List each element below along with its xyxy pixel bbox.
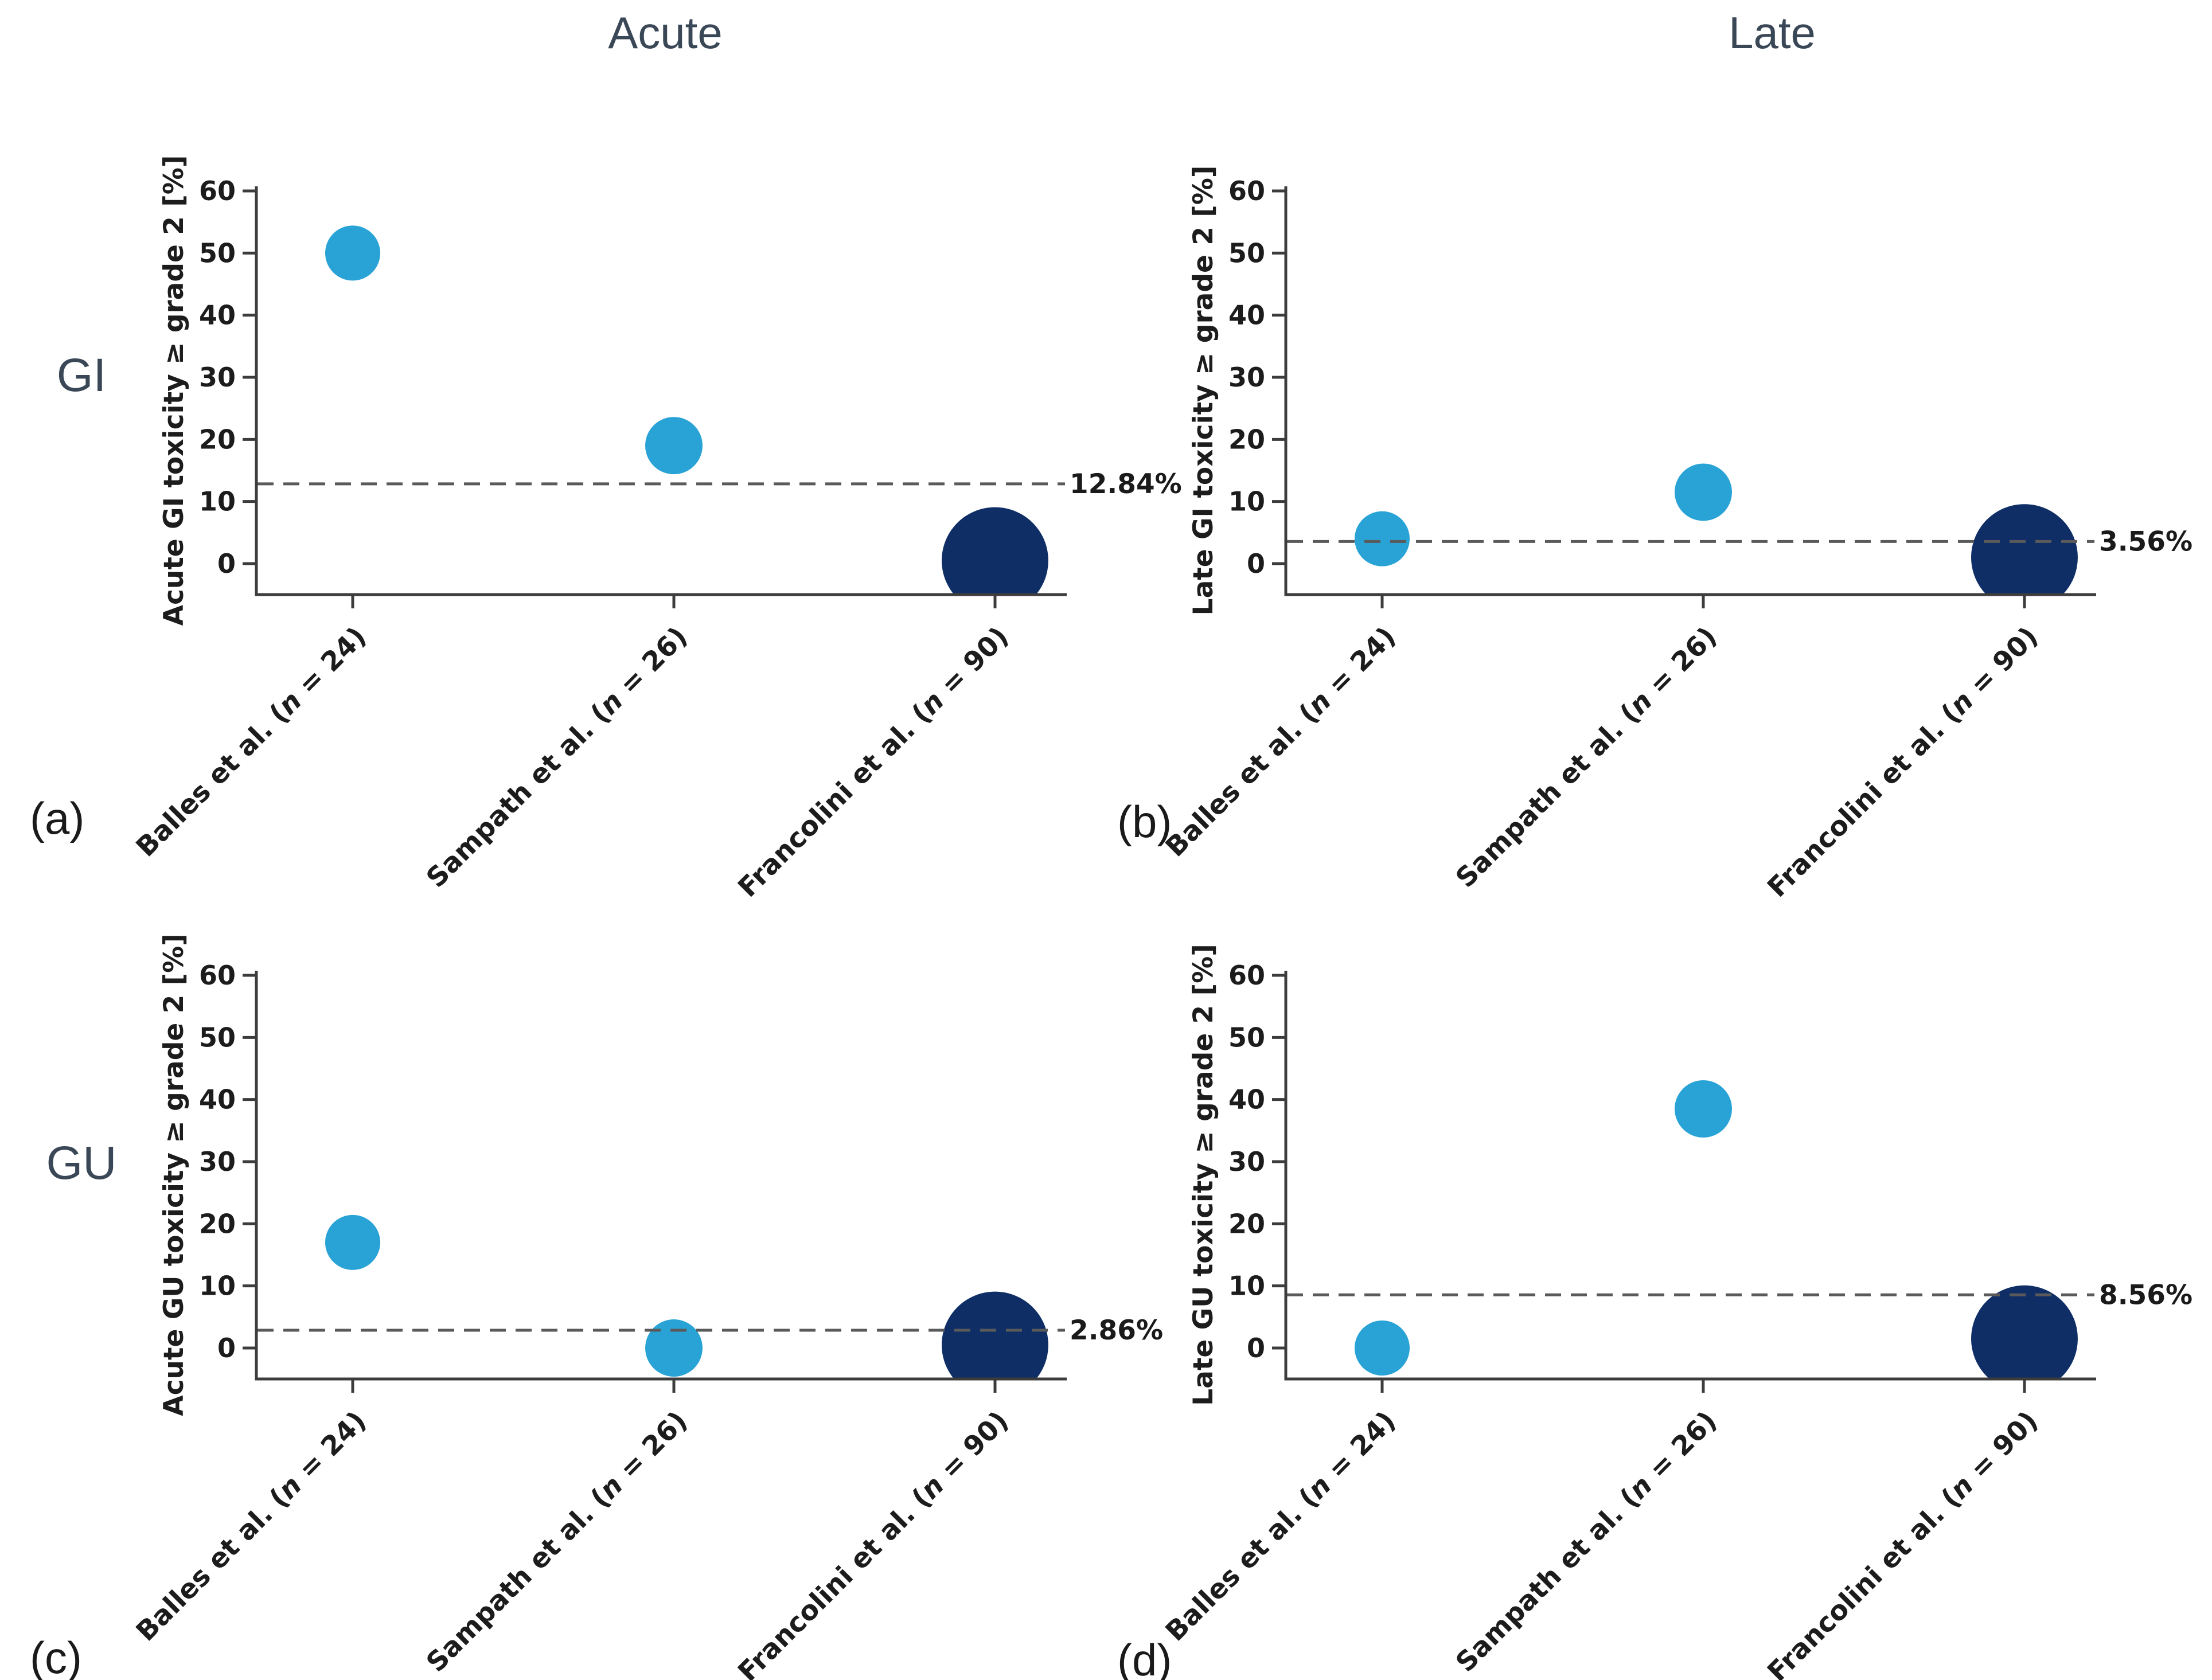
axis-spines [1284, 971, 2096, 1381]
panel-letter-c: (c) [30, 1632, 82, 1680]
panel-d: 8.56% 0 10 20 30 40 50 60 Late GU toxicity ≥ gra… [1160, 944, 2193, 1680]
y-tick-label: 20 [199, 424, 236, 455]
y-tick-label: 0 [217, 548, 236, 579]
y-tick-label: 50 [199, 237, 236, 268]
threshold-label: 3.56% [2099, 526, 2193, 557]
panel-letter-a: (a) [30, 793, 85, 843]
y-tick-label: 60 [1228, 175, 1265, 206]
y-tick-label: 30 [199, 362, 236, 393]
axis-spines [255, 186, 1067, 596]
bubble-francolini-et-al [942, 507, 1048, 595]
panel-a: 12.84% 0 10 20 30 40 50 60 Acute GI toxicity ≥ g… [130, 155, 1182, 904]
y-tick-label: 40 [199, 300, 236, 331]
y-tick-label: 60 [1228, 960, 1265, 991]
x-tick-label-balles-et-al: Balles et al. (n = 24) [130, 1405, 373, 1648]
y-tick-label: 10 [1228, 1271, 1265, 1302]
bubble-francolini-et-al [1971, 504, 2078, 595]
y-tick-label: 20 [1228, 1208, 1265, 1239]
y-axis-label: Acute GU toxicity ≥ grade 2 [%] [158, 933, 190, 1416]
y-tick-label: 0 [1247, 1333, 1265, 1363]
bubble-balles-et-al [325, 1214, 381, 1270]
bubble-layer [325, 225, 1048, 595]
axis-spines [1284, 186, 2096, 596]
y-tick-label: 10 [199, 486, 236, 517]
panel-letter-b: (b) [1117, 796, 1172, 847]
bubble-sampath-et-al [1675, 463, 1732, 521]
y-tick-label: 0 [1247, 548, 1265, 579]
bubble-layer [1354, 1080, 2078, 1379]
y-tick-label: 50 [199, 1022, 236, 1053]
x-tick-label-sampath-et-al: Sampath et al. (n = 26) [1450, 621, 1723, 894]
bubble-layer [325, 1214, 1048, 1379]
x-tick-label-sampath-et-al: Sampath et al. (n = 26) [420, 621, 694, 894]
panel-c: 2.86% 0 10 20 30 40 50 60 Acute GU toxicity ≥ gr… [130, 933, 1163, 1680]
y-tick-label: 40 [199, 1084, 236, 1115]
x-tick-label-sampath-et-al: Sampath et al. (n = 26) [420, 1405, 694, 1679]
threshold-label: 2.86% [1070, 1315, 1163, 1346]
bubble-sampath-et-al [1675, 1080, 1732, 1138]
panel-letter-d: (d) [1117, 1635, 1172, 1680]
y-tick-label: 30 [199, 1146, 236, 1177]
y-axis-label: Acute GI toxicity ≥ grade 2 [%] [158, 155, 190, 626]
threshold-label: 8.56% [2099, 1279, 2193, 1311]
y-axis-label: Late GI toxicity ≥ grade 2 [%] [1188, 166, 1219, 616]
y-tick-label: 60 [199, 175, 236, 206]
y-tick-label: 40 [1228, 300, 1265, 331]
x-tick-label-balles-et-al: Balles et al. (n = 24) [130, 621, 373, 864]
bubble-balles-et-al [325, 225, 381, 281]
column-title-acute: Acute [608, 7, 723, 58]
y-tick-label: 30 [1228, 1146, 1265, 1177]
bubble-balles-et-al [1354, 511, 1410, 566]
bubble-francolini-et-al [1971, 1285, 2078, 1379]
panel-b: 3.56% 0 10 20 30 40 50 60 Late GI toxicity ≥ gra… [1160, 166, 2193, 904]
y-tick-label: 0 [217, 1333, 236, 1363]
y-tick-label: 10 [1228, 486, 1265, 517]
y-tick-label: 10 [199, 1271, 236, 1302]
bubble-layer [1354, 463, 2078, 595]
row-label-gu: GU [46, 1137, 117, 1189]
y-tick-label: 50 [1228, 237, 1265, 268]
x-tick-label-francolini-et-al: Francolini et al. (n = 90) [732, 621, 1015, 904]
x-tick-label-francolini-et-al: Francolini et al. (n = 90) [1761, 621, 2044, 904]
x-tick-label-francolini-et-al: Francolini et al. (n = 90) [732, 1405, 1015, 1680]
y-tick-label: 60 [199, 960, 236, 991]
bubble-sampath-et-al [645, 1319, 703, 1377]
y-tick-label: 50 [1228, 1022, 1265, 1053]
bubble-sampath-et-al [645, 417, 703, 475]
row-label-gi: GI [56, 349, 107, 401]
y-tick-label: 20 [1228, 424, 1265, 455]
column-title-late: Late [1729, 7, 1816, 58]
bubble-francolini-et-al [942, 1291, 1048, 1379]
x-tick-label-francolini-et-al: Francolini et al. (n = 90) [1761, 1405, 2044, 1680]
threshold-label: 12.84% [1070, 468, 1182, 500]
x-tick-label-balles-et-al: Balles et al. (n = 24) [1160, 621, 1402, 864]
x-tick-label-balles-et-al: Balles et al. (n = 24) [1160, 1405, 1402, 1648]
y-tick-label: 40 [1228, 1084, 1265, 1115]
axis-spines [255, 971, 1067, 1381]
y-axis-label: Late GU toxicity ≥ grade 2 [%] [1188, 944, 1219, 1405]
y-tick-label: 30 [1228, 362, 1265, 393]
bubble-balles-et-al [1354, 1320, 1410, 1376]
x-tick-label-sampath-et-al: Sampath et al. (n = 26) [1450, 1405, 1723, 1679]
y-tick-label: 20 [199, 1208, 236, 1239]
